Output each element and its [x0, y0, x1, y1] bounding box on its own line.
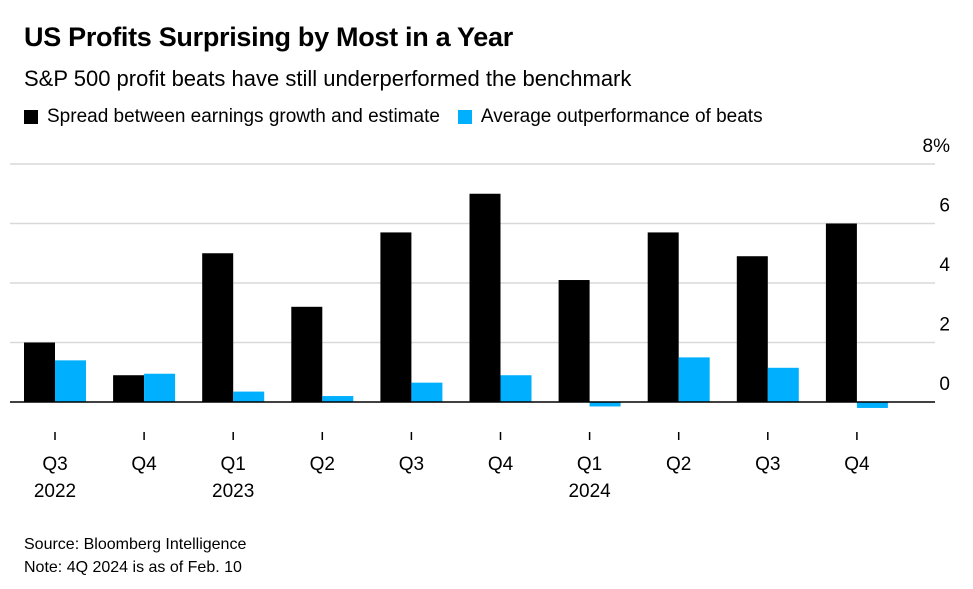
- footnote: Note: 4Q 2024 is as of Feb. 10: [24, 559, 242, 576]
- legend-swatch-outperformance: [457, 110, 472, 124]
- bar-spread: [647, 232, 679, 402]
- legend: Spread between earnings growth and estim…: [24, 106, 781, 128]
- y-tick-label: 0: [939, 374, 950, 395]
- bar-outperformance: [322, 396, 354, 402]
- bar-outperformance: [678, 357, 710, 402]
- bar-outperformance: [144, 373, 176, 402]
- x-tick-label: Q4: [131, 454, 157, 475]
- bar-spread: [113, 375, 145, 402]
- bar-spread: [202, 253, 234, 402]
- bar-outperformance: [856, 402, 888, 408]
- chart-title: US Profits Surprising by Most in a Year: [24, 22, 513, 52]
- x-tick-label: Q1: [577, 454, 602, 475]
- legend-label-spread: Spread between earnings growth and estim…: [47, 106, 440, 127]
- legend-item-outperformance: Average outperformance of beats: [457, 106, 763, 128]
- y-tick-label: 2: [939, 315, 950, 336]
- y-tick-label: 8%: [923, 136, 951, 157]
- x-tick-label: Q3: [399, 454, 424, 475]
- legend-swatch-spread: [24, 110, 38, 124]
- bar-spread: [825, 223, 857, 402]
- bar-spread: [558, 280, 590, 402]
- y-tick-label: 6: [939, 196, 950, 217]
- source-note: Source: Bloomberg Intelligence: [24, 536, 247, 553]
- x-year-label: 2022: [34, 481, 76, 502]
- x-tick-label: Q2: [310, 454, 335, 475]
- bar-spread: [291, 306, 323, 402]
- bar-spread: [736, 256, 768, 402]
- bar-outperformance: [589, 402, 621, 407]
- x-tick-label: Q2: [666, 454, 691, 475]
- bar-outperformance: [767, 367, 799, 402]
- legend-label-outperformance: Average outperformance of beats: [480, 106, 763, 127]
- bar-outperformance: [500, 375, 532, 402]
- x-tick-label: Q4: [488, 454, 514, 475]
- bar-spread: [469, 193, 501, 402]
- legend-item-spread: Spread between earnings growth and estim…: [24, 106, 440, 128]
- y-tick-label: 4: [939, 255, 950, 276]
- bar-spread: [380, 232, 412, 402]
- x-year-label: 2023: [212, 481, 254, 502]
- bar-outperformance: [55, 360, 86, 402]
- x-tick-label: Q3: [42, 454, 67, 475]
- chart-subtitle: S&P 500 profit beats have still underper…: [24, 66, 632, 91]
- bar-outperformance: [411, 382, 443, 402]
- x-tick-label: Q4: [844, 454, 870, 475]
- bar-spread: [24, 342, 55, 402]
- x-tick-label: Q3: [755, 454, 780, 475]
- x-tick-label: Q1: [221, 454, 246, 475]
- x-year-label: 2024: [568, 481, 611, 502]
- bar-outperformance: [233, 391, 265, 402]
